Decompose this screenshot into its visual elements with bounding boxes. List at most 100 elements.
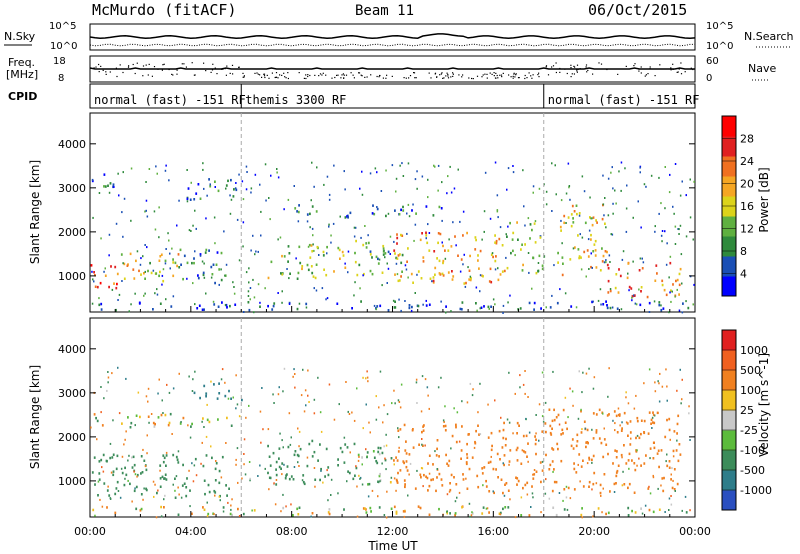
nave-dot [211, 69, 214, 71]
echo-cell [115, 308, 117, 312]
echo-cell [660, 202, 662, 205]
echo-cell [171, 247, 173, 250]
echo-cell [341, 450, 344, 454]
echo-cell [199, 396, 201, 400]
echo-cell [672, 479, 674, 482]
echo-cell [213, 513, 215, 516]
echo-cell [122, 235, 124, 238]
nave-dot [647, 73, 649, 75]
echo-cell [298, 245, 301, 249]
echo-cell [632, 216, 634, 219]
echo-cell [440, 376, 442, 379]
echo-cell [407, 494, 409, 497]
echo-cell [581, 236, 584, 239]
echo-cell [534, 435, 536, 438]
echo-cell [179, 422, 182, 425]
echo-cell [399, 406, 402, 409]
echo-cell [421, 375, 424, 378]
echo-cell [644, 504, 647, 507]
echo-cell [355, 239, 357, 243]
echo-cell [432, 279, 435, 283]
nave-dot [573, 65, 575, 67]
echo-cell [617, 291, 620, 294]
nave-dot [573, 73, 575, 75]
nave-dot [122, 71, 124, 74]
station-title: McMurdo (fitACF) [92, 1, 237, 19]
nave-dot [678, 68, 680, 70]
nave-dot [386, 74, 388, 76]
echo-cell [286, 268, 288, 270]
echo-cell [114, 265, 117, 269]
echo-cell [521, 243, 523, 246]
echo-cell [194, 457, 197, 461]
echo-cell [463, 253, 465, 256]
echo-cell [562, 408, 565, 412]
echo-cell [277, 393, 280, 396]
nave-dot [366, 76, 368, 78]
echo-cell [630, 287, 633, 290]
echo-cell [516, 421, 519, 425]
echo-cell [470, 277, 472, 280]
echo-cell [338, 248, 341, 252]
echo-cell [404, 510, 406, 513]
nave-dot [680, 62, 682, 64]
echo-cell [306, 213, 309, 216]
echo-cell [433, 164, 435, 167]
echo-cell [658, 382, 660, 385]
echo-cell [592, 216, 595, 219]
echo-cell [139, 263, 142, 266]
echo-cell [642, 261, 645, 264]
echo-cell [397, 429, 400, 432]
echo-cell [238, 515, 241, 517]
echo-cell [591, 266, 593, 269]
echo-cell [230, 178, 232, 182]
echo-cell [381, 271, 384, 274]
echo-cell [288, 303, 291, 305]
echo-cell [438, 507, 440, 511]
echo-cell [580, 268, 583, 271]
echo-cell [283, 463, 285, 466]
echo-cell [144, 465, 147, 468]
nave-dot [638, 68, 640, 70]
echo-cell [602, 254, 605, 258]
echo-cell [298, 302, 301, 305]
echo-cell [293, 185, 295, 187]
echo-cell [268, 455, 271, 458]
nave-dot [510, 76, 512, 78]
echo-cell [245, 188, 248, 191]
echo-cell [230, 424, 233, 427]
echo-cell [435, 454, 438, 457]
echo-cell [669, 261, 672, 265]
echo-cell [597, 507, 600, 510]
echo-cell [203, 479, 206, 482]
echo-cell [379, 370, 382, 373]
echo-cell [567, 486, 570, 490]
echo-cell [156, 491, 158, 495]
echo-cell [402, 205, 404, 209]
echo-cell [412, 281, 414, 284]
echo-cell [494, 303, 496, 306]
echo-cell [252, 278, 254, 281]
echo-cell [421, 430, 423, 434]
echo-cell [482, 506, 485, 509]
echo-cell [323, 268, 325, 271]
echo-cell [267, 304, 269, 308]
echo-cell [139, 509, 142, 512]
echo-cell [343, 508, 345, 511]
echo-cell [399, 428, 402, 431]
echo-cell [501, 446, 504, 449]
echo-cell [213, 383, 215, 386]
echo-cell [218, 495, 221, 498]
nave-dot [559, 67, 561, 70]
echo-cell [545, 478, 547, 481]
echo-cell [592, 515, 594, 518]
echo-cell [436, 476, 438, 479]
echo-cell [222, 506, 225, 509]
echo-cell [399, 164, 401, 167]
echo-cell [296, 507, 299, 511]
echo-cell [401, 270, 403, 273]
nave-dot [447, 73, 449, 76]
echo-cell [144, 244, 146, 246]
echo-cell [246, 171, 248, 173]
echo-cell [482, 275, 484, 278]
